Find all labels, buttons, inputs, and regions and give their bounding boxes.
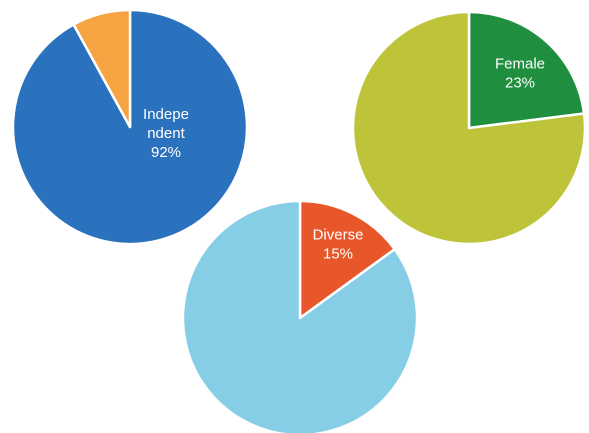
slice-value-label: 23% (505, 75, 535, 92)
slice-other (181, 199, 419, 433)
slice-category-label: ndent (147, 125, 185, 142)
slice-other (72, 8, 132, 129)
slice-category-label: Indepe (143, 106, 189, 123)
slice-category-label: Diverse (313, 227, 364, 244)
pie-chart-diverse: Diverse 15% (181, 199, 419, 433)
slice-value-label: 15% (323, 246, 353, 263)
slice-category-label: Female (495, 56, 545, 73)
slice-value-label: 92% (151, 144, 181, 161)
slice-female (467, 10, 586, 130)
pie-chart-female: Female 23% (351, 10, 587, 246)
slice-diverse (298, 199, 396, 320)
pie-chart-independent: Indepe ndent 92% (11, 8, 249, 246)
slice-other (351, 10, 587, 246)
